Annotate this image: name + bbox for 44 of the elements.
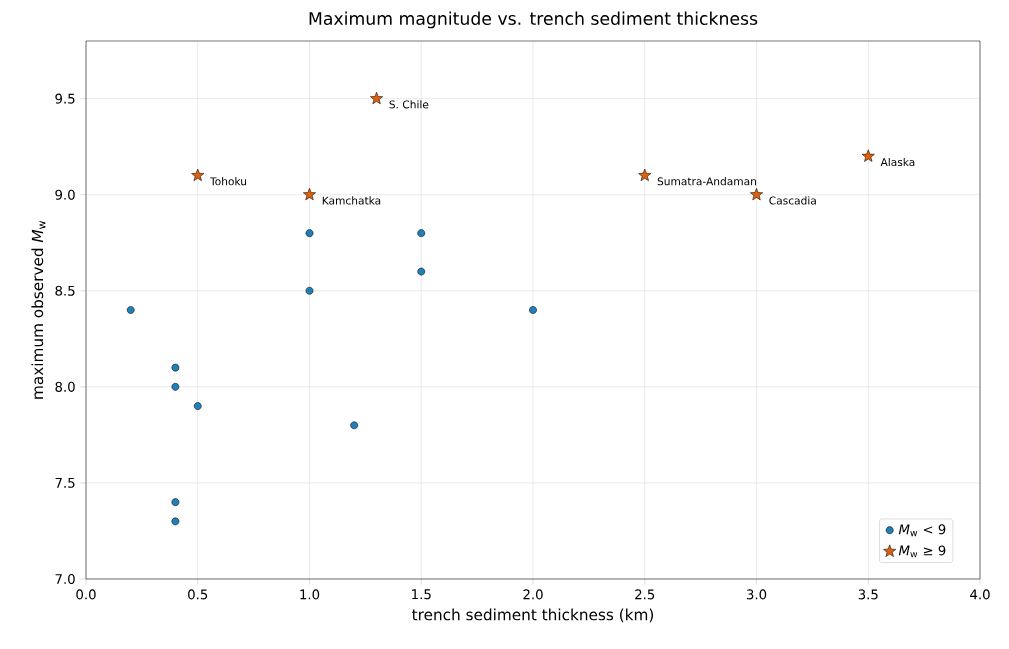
annotation: Cascadia [769,196,816,205]
point [171,498,180,506]
point [350,421,359,430]
x-tick-label: 3.5 [858,589,878,600]
legend-label: M$_{w}$ ≥ 9 [898,545,946,558]
annotation: Kamchatka [322,196,381,205]
point [171,363,180,372]
x-tick-label: 2.5 [635,589,655,600]
point [193,402,202,410]
x-tick-label: 1.5 [412,589,431,600]
y-axis-title: maximum observed M$_{w}$ [31,221,46,399]
legend-label: M$_{w}$ < 9 [898,524,946,537]
chart-title: Maximum magnitude vs. trench sediment thickness [309,11,758,29]
x-tick-label: 2.0 [523,589,543,600]
x-tick-label: 3.0 [746,589,767,600]
point [861,149,875,162]
point [370,91,384,105]
point [303,187,316,201]
annotation: Alaska [880,157,915,167]
point [417,267,426,276]
y-tick-label: 8.5 [55,285,75,296]
point [638,168,652,182]
point [529,306,537,314]
point [191,168,205,182]
x-tick-label: 4.0 [970,589,990,600]
point [750,187,763,201]
y-tick-label: 7.5 [55,477,75,488]
annotation: Tohoku [210,177,247,186]
point [305,286,314,295]
x-tick-label: 0.0 [76,589,96,600]
y-tick-label: 9.5 [55,93,75,104]
point [171,383,180,391]
annotation: Sumatra-Andaman [657,177,756,186]
point [171,517,180,526]
x-tick-label: 1.0 [300,589,320,600]
point [305,229,314,237]
y-tick-label: 7.0 [55,573,75,585]
point [126,306,135,314]
x-tick-label: 0.5 [188,589,208,600]
point [417,229,426,237]
y-tick-label: 8.0 [55,381,75,392]
y-tick-label: 9.0 [55,189,75,200]
annotation: S. Chile [389,100,429,109]
x-axis-title: trench sediment thickness (km) [412,608,654,623]
